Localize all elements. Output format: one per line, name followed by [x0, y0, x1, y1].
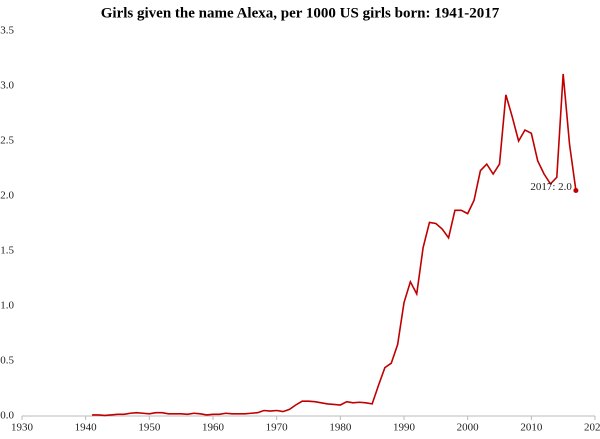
x-tick-label: 2020 — [584, 422, 600, 434]
y-tick-label: 0.0 — [0, 410, 14, 422]
y-tick-label: 3.5 — [0, 25, 14, 37]
x-tick-label: 1950 — [138, 422, 161, 434]
y-tick-label: 2.5 — [0, 135, 14, 147]
x-tick-label: 2010 — [520, 422, 543, 434]
line — [92, 73, 577, 417]
y-tick-label: 1.0 — [0, 300, 14, 312]
x-tick-label: 1940 — [75, 422, 98, 434]
x-tick-label: 1970 — [266, 422, 289, 434]
chart-title: Girls given the name Alexa, per 1000 US … — [101, 5, 500, 21]
y-tick-label: 0.5 — [0, 355, 14, 367]
x-tick-label: 1990 — [393, 422, 416, 434]
x-tick-label: 1930 — [11, 422, 34, 434]
x-tick-label: 2000 — [457, 422, 480, 434]
x-tick-label: 1960 — [202, 422, 225, 434]
annotation: 2017: 2.0 — [530, 181, 572, 193]
y-tick-label: 3.0 — [0, 80, 14, 92]
y-tick-label: 1.5 — [0, 245, 14, 257]
end-point — [573, 188, 579, 193]
x-tick-label: 1980 — [329, 422, 352, 434]
y-tick-label: 2.0 — [0, 190, 14, 202]
